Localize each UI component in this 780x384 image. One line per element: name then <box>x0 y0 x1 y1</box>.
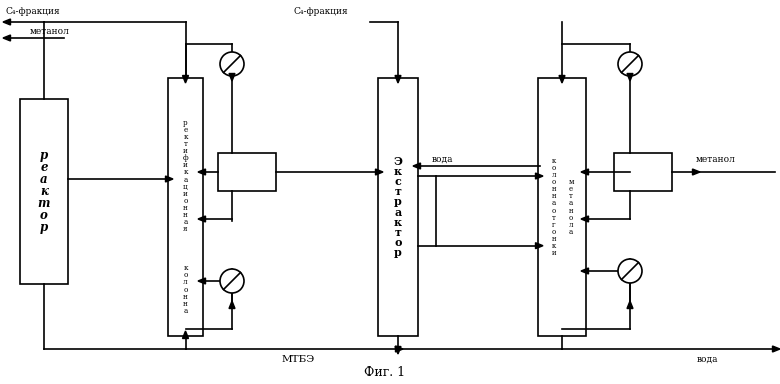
Polygon shape <box>413 163 420 169</box>
Text: вода: вода <box>697 355 718 364</box>
Bar <box>218 153 276 191</box>
Text: р
е
а
к
т
о
р: р е а к т о р <box>37 149 50 234</box>
Circle shape <box>618 259 642 283</box>
Polygon shape <box>183 76 189 83</box>
Polygon shape <box>165 176 173 182</box>
Text: м
е
т
а
н
о
л
а: м е т а н о л а <box>569 178 574 236</box>
Text: С₄-фракция: С₄-фракция <box>293 7 348 16</box>
Polygon shape <box>395 346 401 354</box>
Bar <box>538 78 586 336</box>
Text: к
о
л
о
н
н
а
о
т
г
о
н
к
и: к о л о н н а о т г о н к и <box>551 157 556 257</box>
Text: Фиг. 1: Фиг. 1 <box>364 366 406 379</box>
Polygon shape <box>581 216 588 222</box>
Circle shape <box>618 52 642 76</box>
Text: С₄-фракция: С₄-фракция <box>5 7 59 16</box>
Text: метанол: метанол <box>30 27 69 36</box>
Bar <box>378 78 418 336</box>
Polygon shape <box>229 301 235 308</box>
Polygon shape <box>3 35 10 41</box>
Circle shape <box>220 52 244 76</box>
Polygon shape <box>627 73 633 81</box>
Polygon shape <box>3 19 10 25</box>
Text: МТБЭ: МТБЭ <box>282 355 315 364</box>
Polygon shape <box>536 243 543 249</box>
Polygon shape <box>198 216 205 222</box>
Polygon shape <box>395 346 403 352</box>
Circle shape <box>220 269 244 293</box>
Polygon shape <box>183 331 189 339</box>
Text: метанол: метанол <box>696 155 736 164</box>
Polygon shape <box>581 169 588 175</box>
Bar <box>168 78 203 336</box>
Polygon shape <box>627 301 633 308</box>
Text: к
о
л
о
н
н
а: к о л о н н а <box>183 264 188 315</box>
Polygon shape <box>536 173 543 179</box>
Polygon shape <box>198 169 205 175</box>
Bar <box>20 99 68 284</box>
Polygon shape <box>229 73 235 81</box>
Polygon shape <box>559 76 565 83</box>
Polygon shape <box>375 169 383 175</box>
Text: Э
к
с
т
р
а
к
т
о
р: Э к с т р а к т о р <box>394 156 402 258</box>
Polygon shape <box>772 346 780 352</box>
Polygon shape <box>581 268 588 274</box>
Polygon shape <box>198 278 205 284</box>
Polygon shape <box>693 169 700 175</box>
Text: р
е
к
т
и
ф
и
к
а
ц
и
о
н
н
а
я: р е к т и ф и к а ц и о н н а я <box>183 119 188 233</box>
Bar <box>614 153 672 191</box>
Text: вода: вода <box>432 155 453 164</box>
Polygon shape <box>395 76 401 83</box>
